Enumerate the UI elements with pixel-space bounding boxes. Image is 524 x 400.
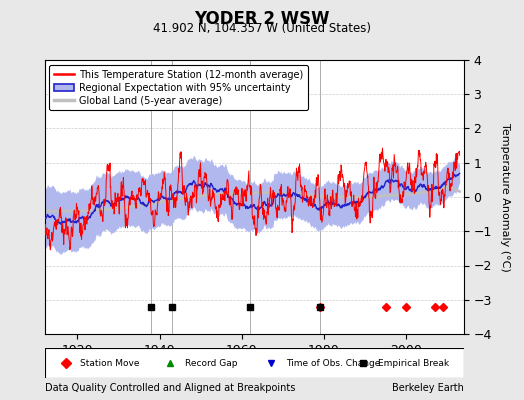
Y-axis label: Temperature Anomaly (°C): Temperature Anomaly (°C) — [500, 123, 510, 271]
Text: Record Gap: Record Gap — [185, 358, 237, 368]
FancyBboxPatch shape — [45, 348, 464, 378]
Text: YODER 2 WSW: YODER 2 WSW — [194, 10, 330, 28]
Text: Data Quality Controlled and Aligned at Breakpoints: Data Quality Controlled and Aligned at B… — [45, 383, 295, 393]
Text: Empirical Break: Empirical Break — [378, 358, 449, 368]
Legend: This Temperature Station (12-month average), Regional Expectation with 95% uncer: This Temperature Station (12-month avera… — [49, 65, 308, 110]
Text: Time of Obs. Change: Time of Obs. Change — [286, 358, 380, 368]
Text: Berkeley Earth: Berkeley Earth — [392, 383, 464, 393]
Text: Station Move: Station Move — [80, 358, 140, 368]
Text: 41.902 N, 104.357 W (United States): 41.902 N, 104.357 W (United States) — [153, 22, 371, 35]
